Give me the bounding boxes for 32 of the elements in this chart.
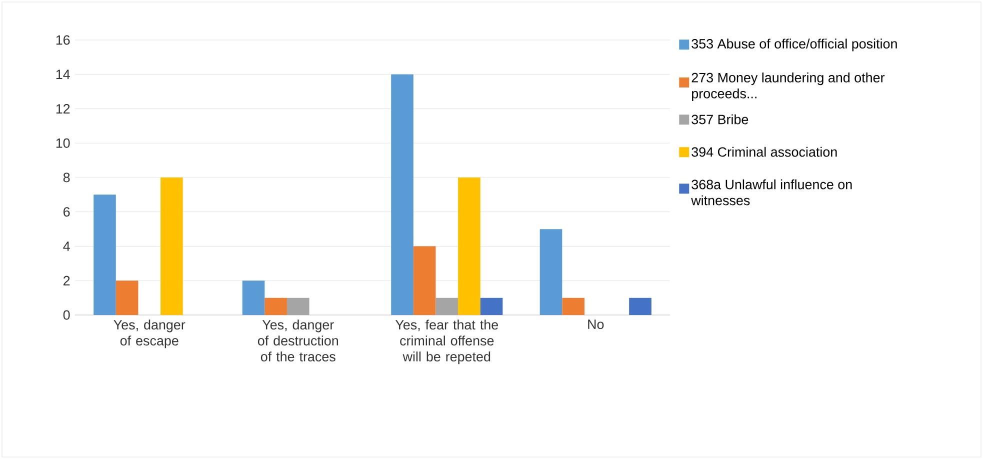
y-tick-label: 0 (63, 310, 70, 320)
bar (540, 229, 562, 315)
legend-label: 368a Unlawful influence on witnesses (691, 179, 852, 206)
bar (480, 298, 503, 315)
y-tick-label: 14 (56, 70, 70, 79)
y-tick-label: 6 (64, 207, 70, 217)
y-tick-label: 4 (63, 242, 70, 251)
bar (160, 177, 183, 315)
legend-label: 353 Abuse of office/official position (692, 38, 897, 52)
x-tick-label: No (588, 320, 604, 330)
bar (116, 280, 138, 315)
y-tick-label: 16 (56, 35, 70, 45)
legend-label: 357 Bribe (692, 114, 748, 124)
bar (562, 298, 584, 315)
legend-label: 273 Money laundering and other proceeds... (692, 72, 885, 102)
bar (458, 177, 480, 315)
x-tick-label: Yes, danger of escape (114, 320, 186, 348)
bar (436, 298, 458, 315)
bar (391, 74, 414, 315)
bar (264, 298, 287, 315)
y-tick-label: 8 (63, 172, 70, 182)
y-tick-label: 12 (56, 104, 70, 114)
bar (413, 246, 436, 315)
x-tick-label: Yes, fear that the criminal offense will be repeted (395, 320, 498, 364)
y-tick-label: 10 (56, 138, 70, 148)
x-tick-label: Yes, danger of destruction of the traces (258, 320, 338, 362)
bar (242, 280, 265, 315)
bar (286, 298, 310, 315)
y-tick-label: 2 (64, 276, 70, 286)
legend-label: 394 Criminal association (692, 146, 837, 157)
bar (629, 298, 652, 315)
bar (94, 194, 116, 315)
